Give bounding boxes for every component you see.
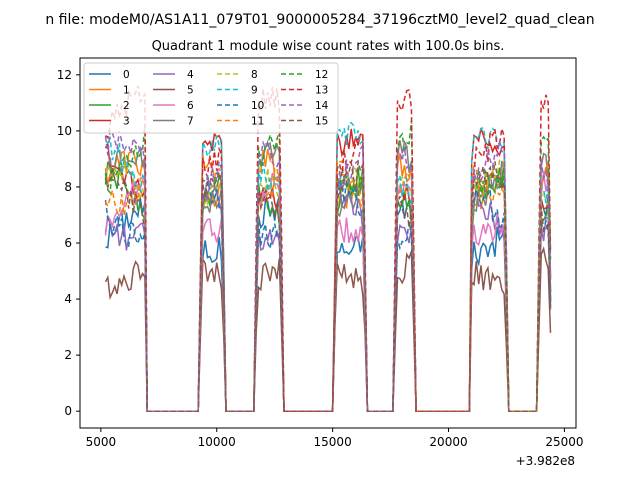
- legend-box: [83, 62, 339, 134]
- legend-label: 1: [123, 85, 130, 97]
- legend-label: 7: [187, 116, 194, 128]
- series-line-4: [104, 178, 552, 412]
- y-tick-label: 10: [57, 124, 72, 138]
- series-line-5: [104, 246, 552, 412]
- legend-label: 11: [251, 116, 264, 128]
- y-tick-label: 2: [64, 348, 72, 362]
- legend-label: 0: [123, 69, 130, 81]
- legend-label: 5: [187, 85, 194, 97]
- y-tick-label: 8: [64, 180, 72, 194]
- series-lines: [104, 85, 552, 412]
- legend-label: 10: [251, 100, 264, 112]
- x-axis-offset-label: +3.982e8: [516, 454, 575, 468]
- series-line-15: [104, 161, 552, 412]
- legend-label: 6: [187, 100, 194, 112]
- x-tick-label: 15000: [314, 435, 352, 449]
- legend-label: 9: [251, 85, 258, 97]
- legend-label: 14: [315, 100, 329, 112]
- y-axis: 0 2 4 6 8 10 12: [57, 68, 80, 418]
- y-tick-label: 0: [64, 404, 72, 418]
- legend-label: 12: [315, 69, 328, 81]
- legend-label: 2: [123, 100, 130, 112]
- figure-suptitle: n file: modeM0/AS1A11_079T01_9000005284_…: [45, 12, 594, 28]
- x-tick-label: 20000: [429, 435, 467, 449]
- legend-label: 15: [315, 116, 328, 128]
- series-line-9: [104, 121, 552, 412]
- chart-title: Quadrant 1 module wise count rates with …: [152, 39, 505, 54]
- y-tick-label: 6: [64, 236, 72, 250]
- series-line-10: [104, 179, 552, 412]
- y-tick-label: 4: [64, 292, 72, 306]
- x-tick-label: 5000: [86, 435, 117, 449]
- x-tick-label: 25000: [545, 435, 583, 449]
- legend-label: 8: [251, 69, 258, 81]
- legend-label: 3: [123, 116, 130, 128]
- y-tick-label: 12: [57, 68, 72, 82]
- series-line-6: [104, 171, 552, 412]
- series-line-12: [104, 120, 552, 412]
- legend-label: 13: [315, 85, 328, 97]
- x-axis: 5000 10000 15000 20000 25000: [86, 428, 584, 449]
- legend-label: 4: [187, 69, 194, 81]
- x-tick-label: 10000: [198, 435, 236, 449]
